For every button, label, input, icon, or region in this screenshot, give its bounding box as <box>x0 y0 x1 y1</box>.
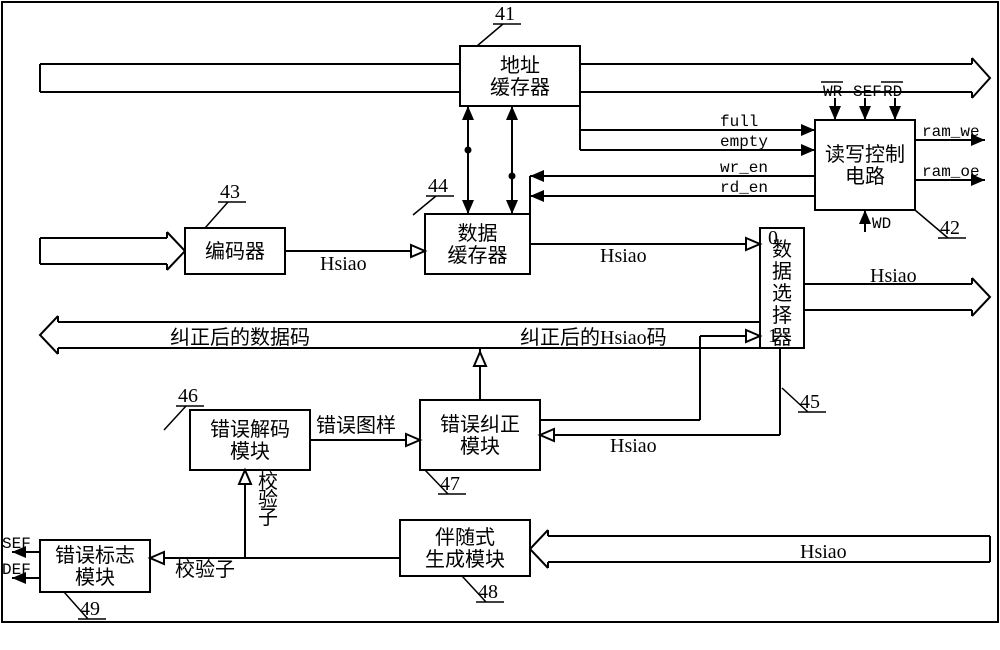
svg-text:WD: WD <box>872 215 891 233</box>
svg-text:44: 44 <box>428 175 448 197</box>
svg-text:SEF: SEF <box>2 535 31 553</box>
svg-text:ram_oe: ram_oe <box>922 163 980 181</box>
svg-text:据: 据 <box>772 260 792 283</box>
svg-text:子: 子 <box>258 507 278 529</box>
svg-text:41: 41 <box>495 3 515 25</box>
svg-text:Hsiao: Hsiao <box>800 541 847 563</box>
svg-text:Hsiao: Hsiao <box>320 253 367 275</box>
svg-text:ram_we: ram_we <box>922 123 980 141</box>
svg-text:编码器: 编码器 <box>205 240 265 263</box>
svg-text:纠正后的数据码: 纠正后的数据码 <box>170 326 310 349</box>
svg-text:RD: RD <box>883 83 902 101</box>
svg-text:数据: 数据 <box>458 222 498 245</box>
svg-text:SEF: SEF <box>853 83 882 101</box>
svg-text:Hsiao: Hsiao <box>600 245 647 267</box>
svg-text:0: 0 <box>768 227 778 249</box>
svg-text:错误图样: 错误图样 <box>316 414 396 437</box>
svg-text:47: 47 <box>440 473 460 495</box>
svg-text:伴随式: 伴随式 <box>435 526 495 549</box>
svg-text:wr_en: wr_en <box>720 159 768 177</box>
svg-text:地址: 地址 <box>500 54 540 77</box>
svg-text:48: 48 <box>478 581 498 603</box>
svg-text:模块: 模块 <box>230 440 270 463</box>
svg-text:纠正后的Hsiao码: 纠正后的Hsiao码 <box>520 326 667 349</box>
svg-text:择: 择 <box>772 304 792 327</box>
svg-text:缓存器: 缓存器 <box>490 76 550 99</box>
svg-text:模块: 模块 <box>75 566 115 589</box>
svg-text:45: 45 <box>800 391 820 413</box>
svg-text:电路: 电路 <box>845 165 885 188</box>
svg-text:rd_en: rd_en <box>720 179 768 197</box>
svg-text:模块: 模块 <box>460 435 500 458</box>
svg-text:错误标志: 错误标志 <box>55 544 135 567</box>
svg-text:49: 49 <box>80 598 100 620</box>
svg-text:校验子: 校验子 <box>175 558 235 581</box>
svg-text:选: 选 <box>772 282 792 305</box>
svg-text:43: 43 <box>220 181 240 203</box>
svg-text:full: full <box>720 113 758 131</box>
svg-text:错误解码: 错误解码 <box>210 418 290 441</box>
svg-text:错误纠正: 错误纠正 <box>440 413 520 436</box>
svg-text:1: 1 <box>768 325 778 347</box>
svg-text:42: 42 <box>940 217 960 239</box>
svg-text:Hsiao: Hsiao <box>610 435 657 457</box>
svg-text:Hsiao: Hsiao <box>870 265 917 287</box>
svg-text:缓存器: 缓存器 <box>448 244 508 267</box>
svg-text:46: 46 <box>178 385 198 407</box>
svg-text:DEF: DEF <box>2 561 31 579</box>
svg-text:读写控制: 读写控制 <box>825 143 905 166</box>
svg-text:empty: empty <box>720 133 768 151</box>
svg-text:WR: WR <box>823 83 843 101</box>
svg-text:生成模块: 生成模块 <box>425 548 505 571</box>
